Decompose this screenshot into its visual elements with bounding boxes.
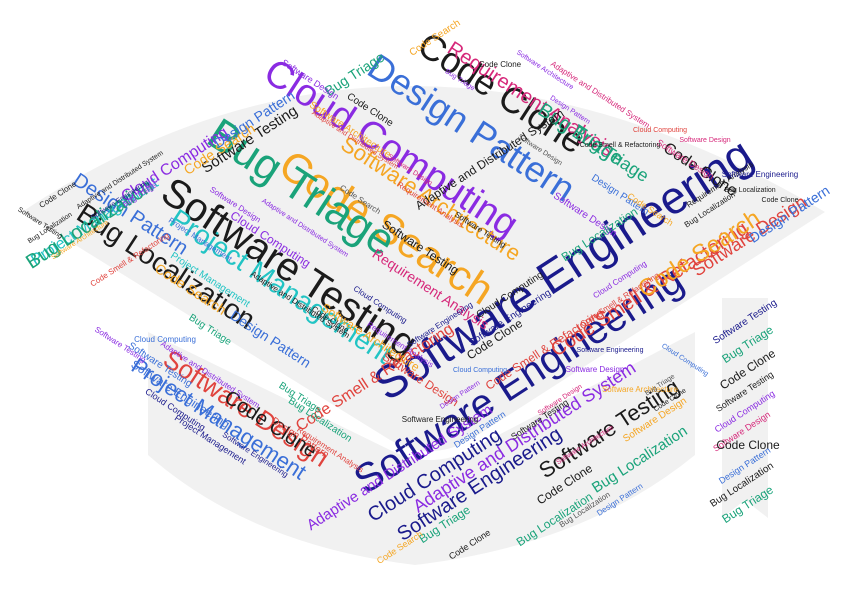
graduation-cap-silhouette: [22, 86, 825, 565]
cloud-word: Code Clone: [716, 438, 780, 452]
cloud-word: Cloud Computing: [633, 127, 687, 134]
cloud-word: Cloud Computing: [453, 367, 507, 374]
cap-base-shape: [148, 332, 695, 565]
cloud-word: Software Engineering: [577, 347, 644, 354]
cloud-word: Bug Localization: [724, 187, 775, 194]
cloud-word: Software Engineering: [722, 170, 799, 179]
cloud-word: Code Smell & Refactoring: [580, 142, 661, 149]
cloud-word: Software Design: [679, 137, 730, 144]
cloud-word: Software Architecture: [602, 385, 679, 394]
cap-top-shape: [22, 86, 825, 451]
cloud-word: Code Clone: [479, 60, 522, 69]
cloud-word: Software Design: [566, 365, 625, 374]
cap-tassel-shape: [722, 298, 768, 518]
cloud-word: Software Engineering: [402, 415, 479, 424]
cloud-word: Code Clone: [762, 197, 799, 204]
cloud-word: Cloud Computing: [134, 335, 196, 344]
